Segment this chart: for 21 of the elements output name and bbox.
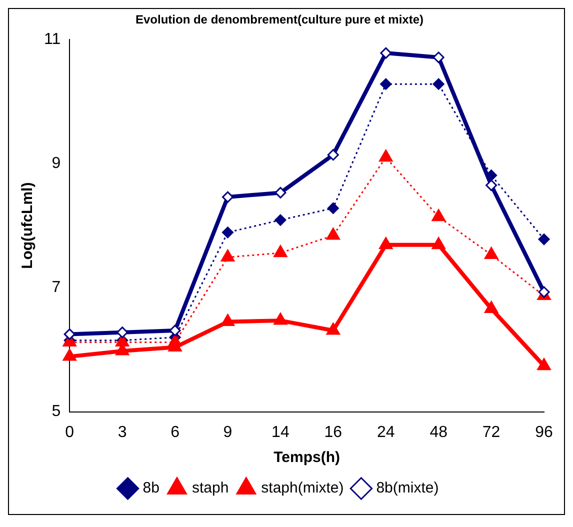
y-axis-title: Log(ufcLml) [19,182,36,269]
chart-title: Evolution de denombrement(culture pure et mixte) [135,12,424,27]
y-tick-label: 5 [52,403,61,420]
x-tick-label: 96 [535,424,553,441]
legend-label: 8b(mixte) [376,480,439,497]
x-tick-label: 0 [65,424,74,441]
x-tick-label: 6 [170,424,180,441]
legend-label: staph [192,480,229,497]
x-tick-label: 14 [272,424,290,441]
legend-label: staph(mixte) [261,480,344,497]
x-axis-title: Temps(h) [274,449,340,466]
x-tick-label: 16 [324,424,342,441]
y-tick-label: 11 [44,30,61,48]
x-tick-label: 9 [223,424,232,441]
x-tick-label: 72 [482,424,500,441]
x-tick-label: 24 [376,424,395,441]
x-tick-label: 48 [430,424,448,441]
x-tick-label: 3 [118,424,127,441]
legend-label: 8b [142,480,160,497]
y-tick-label: 7 [52,279,61,296]
y-tick-label: 9 [52,154,61,172]
